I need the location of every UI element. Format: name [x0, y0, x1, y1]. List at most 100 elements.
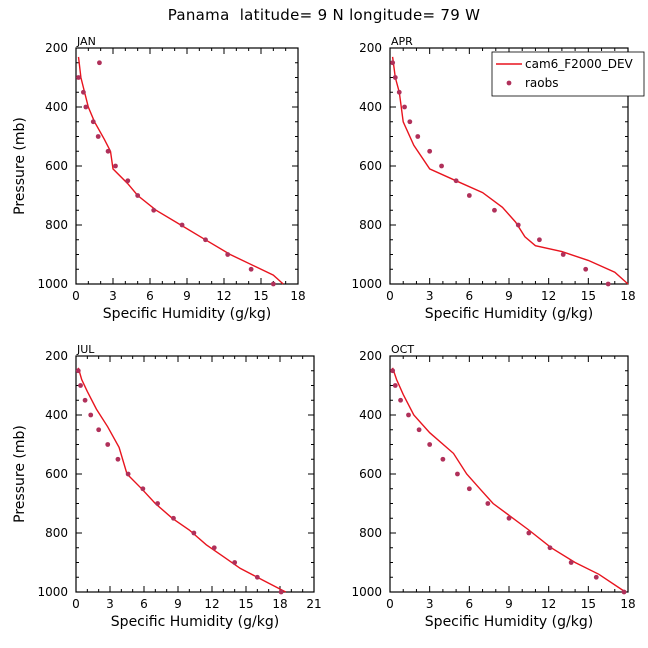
- series-point-raobs: [171, 515, 176, 521]
- series-point-raobs: [583, 266, 589, 272]
- series-point-raobs: [75, 368, 81, 374]
- x-axis-label: Specific Humidity (g/kg): [103, 306, 271, 322]
- y-tick-label: 400: [45, 408, 68, 422]
- series-point-raobs: [390, 368, 396, 374]
- series-line-model: [391, 56, 629, 285]
- x-tick-label: 3: [426, 289, 434, 303]
- y-tick-label: 400: [45, 100, 68, 114]
- x-tick-label: 12: [541, 597, 556, 611]
- x-tick-label: 9: [505, 597, 513, 611]
- series-point-raobs: [81, 89, 86, 95]
- series-point-raobs: [278, 589, 284, 595]
- x-tick-label: 15: [581, 289, 596, 303]
- series-point-raobs: [82, 397, 88, 403]
- series-point-raobs: [455, 471, 460, 477]
- x-axis-label: Specific Humidity (g/kg): [425, 614, 593, 630]
- x-tick-label: 15: [581, 597, 596, 611]
- y-tick-label: 200: [359, 41, 382, 55]
- series-point-raobs: [515, 222, 521, 228]
- series-point-raobs: [547, 545, 553, 551]
- x-tick-label: 6: [466, 289, 474, 303]
- series-point-raobs: [254, 574, 260, 580]
- series-point-raobs: [248, 266, 254, 272]
- series-point-raobs: [135, 193, 141, 198]
- series-point-raobs: [440, 456, 446, 462]
- series-point-raobs: [203, 237, 208, 243]
- series-point-raobs: [270, 281, 276, 287]
- x-tick-label: 0: [386, 289, 394, 303]
- series-point-raobs: [125, 178, 131, 184]
- x-tick-label: 18: [620, 289, 635, 303]
- y-tick-label: 600: [359, 159, 382, 173]
- plot-frame: [389, 355, 629, 593]
- series-line-model: [77, 56, 284, 285]
- series-point-raobs: [83, 104, 89, 110]
- x-tick-label: 3: [106, 597, 114, 611]
- series-point-raobs: [407, 119, 413, 125]
- x-axis-label: Specific Humidity (g/kg): [425, 306, 593, 322]
- panel-oct: 0 3 6 9 12 15 18 200 400 600 800 1000 OCT Specific Hu…: [351, 343, 635, 630]
- x-tick-label: 15: [238, 597, 253, 611]
- x-tick-label: 3: [426, 597, 434, 611]
- panel-label: JAN: [76, 35, 96, 48]
- x-tick-label: 0: [386, 597, 394, 611]
- series-point-raobs: [593, 574, 599, 580]
- series-point-raobs: [621, 589, 627, 595]
- x-tick-label: 0: [72, 289, 80, 303]
- series-point-raobs: [402, 104, 407, 110]
- x-tick-label: 9: [183, 289, 191, 303]
- series-point-raobs: [485, 501, 491, 506]
- y-tick-label: 1000: [37, 277, 68, 291]
- series-point-raobs: [88, 412, 94, 418]
- series-point-raobs: [232, 560, 238, 565]
- series-point-raobs: [105, 442, 111, 447]
- series-point-raobs: [416, 427, 422, 433]
- y-axis-label: Pressure (mb): [12, 117, 28, 215]
- x-tick-label: 6: [466, 597, 474, 611]
- y-tick-label: 800: [45, 526, 68, 540]
- series-point-raobs: [140, 486, 146, 492]
- y-tick-label: 600: [45, 467, 68, 481]
- x-axis-label: Specific Humidity (g/kg): [111, 614, 279, 630]
- legend-box: [491, 51, 645, 97]
- series-point-raobs: [191, 530, 197, 536]
- panel-label: JUL: [76, 343, 95, 356]
- x-tick-label: 9: [505, 289, 513, 303]
- series-point-raobs: [96, 427, 102, 433]
- y-tick-label: 200: [45, 349, 68, 363]
- series-point-raobs: [113, 163, 118, 169]
- series-point-raobs: [155, 501, 161, 506]
- series-point-raobs: [466, 486, 472, 492]
- series-point-raobs: [211, 545, 217, 551]
- x-tick-label: 12: [216, 289, 231, 303]
- series-line-model: [391, 367, 626, 593]
- y-tick-label: 200: [45, 41, 68, 55]
- series-point-raobs: [97, 60, 102, 66]
- legend-label: cam6_F2000_DEV: [525, 57, 634, 71]
- y-tick-label: 1000: [351, 277, 382, 291]
- series-point-raobs: [568, 560, 574, 565]
- series-point-raobs: [95, 134, 101, 139]
- panel-label: APR: [391, 35, 413, 48]
- y-tick-label: 800: [45, 218, 68, 232]
- y-tick-label: 1000: [37, 585, 68, 599]
- y-tick-label: 600: [45, 159, 68, 173]
- series-point-raobs: [76, 75, 81, 80]
- y-tick-label: 800: [359, 526, 382, 540]
- series-point-raobs: [390, 60, 396, 66]
- series-point-raobs: [406, 412, 411, 418]
- y-tick-label: 400: [359, 100, 382, 114]
- series-point-raobs: [537, 237, 542, 243]
- series-point-raobs: [427, 148, 433, 154]
- y-tick-label: 600: [359, 467, 382, 481]
- legend-label: raobs: [525, 76, 559, 90]
- series-point-raobs: [90, 119, 96, 125]
- series-point-raobs: [605, 281, 611, 287]
- x-tick-label: 18: [290, 289, 305, 303]
- series-point-raobs: [78, 383, 83, 388]
- panel-label: OCT: [391, 343, 414, 356]
- series-point-raobs: [506, 515, 512, 521]
- series-point-raobs: [439, 163, 444, 169]
